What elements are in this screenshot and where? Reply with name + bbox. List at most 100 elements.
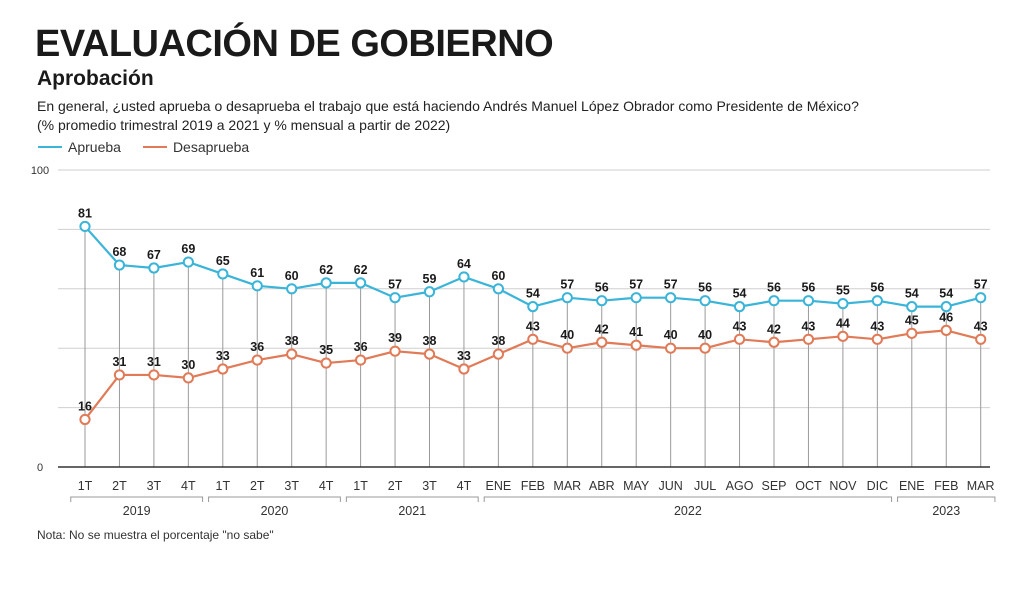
year-group-label: 2022 — [674, 504, 702, 518]
x-tick-label: 4T — [319, 479, 334, 493]
data-point-disapprove — [802, 333, 815, 345]
data-point-approve — [837, 298, 849, 310]
data-point-disapprove — [940, 324, 952, 336]
data-label-approve: 60 — [491, 269, 505, 283]
data-point-disapprove — [251, 354, 263, 366]
data-point-disapprove — [699, 342, 711, 354]
data-label-disapprove: 30 — [181, 358, 195, 372]
year-group-label: 2019 — [123, 504, 151, 518]
data-point-disapprove — [906, 327, 918, 339]
data-point-disapprove — [217, 363, 229, 375]
x-tick-label: 1T — [78, 479, 93, 493]
data-label-approve: 57 — [629, 278, 643, 292]
data-label-approve: 54 — [733, 287, 747, 301]
data-point-disapprove — [79, 413, 91, 426]
data-label-approve: 57 — [388, 278, 402, 292]
data-label-approve: 56 — [698, 281, 712, 295]
legend-item-approve: Aprueba — [38, 139, 121, 155]
data-label-disapprove: 42 — [767, 322, 781, 336]
data-point-disapprove — [355, 354, 367, 366]
x-tick-label: 4T — [457, 479, 472, 493]
data-point-approve — [355, 277, 367, 289]
data-label-approve: 61 — [250, 266, 264, 280]
x-tick-label: ENE — [486, 479, 512, 493]
x-tick-label: ABR — [589, 479, 615, 493]
data-label-approve: 59 — [423, 272, 437, 286]
data-label-approve: 56 — [870, 281, 884, 295]
data-point-approve — [768, 295, 780, 307]
data-label-disapprove: 36 — [250, 340, 264, 354]
data-label-disapprove: 38 — [423, 334, 437, 348]
data-label-disapprove: 40 — [560, 328, 574, 342]
year-group-bracket — [345, 496, 479, 502]
data-label-disapprove: 43 — [870, 319, 884, 333]
footnote: Nota: No se muestra el porcentaje "no sa… — [37, 528, 274, 542]
legend-label-approve: Aprueba — [68, 139, 121, 155]
data-point-approve — [389, 292, 401, 304]
data-point-approve — [79, 220, 91, 233]
data-point-approve — [286, 283, 298, 295]
data-point-approve — [699, 295, 711, 307]
data-point-approve — [596, 295, 608, 307]
data-point-approve — [458, 271, 470, 283]
x-tick-label: OCT — [795, 479, 822, 493]
data-point-approve — [975, 292, 987, 304]
data-label-disapprove: 45 — [905, 313, 919, 327]
data-label-approve: 62 — [319, 263, 333, 277]
data-label-approve: 68 — [112, 245, 126, 259]
data-label-approve: 67 — [147, 248, 161, 262]
legend-item-disapprove: Desaprueba — [142, 139, 250, 155]
year-group-bracket — [70, 496, 204, 502]
x-tick-label: DIC — [867, 479, 889, 493]
data-label-disapprove: 43 — [733, 319, 747, 333]
year-group-label: 2023 — [932, 504, 960, 518]
data-point-approve — [802, 295, 815, 307]
data-point-approve — [148, 262, 160, 274]
year-group-bracket — [897, 496, 996, 502]
x-tick-label: 1T — [216, 479, 231, 493]
data-label-disapprove: 36 — [354, 340, 368, 354]
x-tick-label: 3T — [284, 479, 299, 493]
x-tick-label: MAR — [967, 479, 995, 493]
data-label-disapprove: 43 — [801, 319, 815, 333]
chart-subtitle: Aprobación — [37, 67, 154, 90]
survey-question: En general, ¿usted aprueba o desaprueba … — [37, 97, 859, 135]
data-label-approve: 54 — [939, 287, 953, 301]
x-tick-label: 2T — [250, 479, 265, 493]
data-label-approve: 69 — [181, 242, 195, 256]
data-label-disapprove: 44 — [836, 316, 850, 330]
data-label-disapprove: 42 — [595, 322, 609, 336]
data-point-disapprove — [182, 372, 194, 384]
data-point-disapprove — [630, 339, 642, 351]
data-label-disapprove: 33 — [457, 349, 471, 363]
data-label-approve: 57 — [560, 278, 574, 292]
legend-label-disapprove: Desaprueba — [172, 139, 250, 155]
x-tick-label: 1T — [353, 479, 368, 493]
data-label-approve: 57 — [664, 278, 678, 292]
data-label-disapprove: 46 — [939, 310, 953, 324]
y-tick-label-0: 0 — [37, 462, 43, 474]
data-label-approve: 62 — [354, 263, 368, 277]
data-point-disapprove — [492, 348, 504, 360]
x-tick-label: AGO — [726, 479, 754, 493]
x-tick-label: 2T — [112, 479, 127, 493]
data-label-approve: 54 — [905, 287, 919, 301]
x-tick-label: 3T — [422, 479, 437, 493]
data-point-approve — [630, 292, 642, 304]
data-point-approve — [320, 277, 332, 289]
data-point-disapprove — [837, 330, 849, 342]
legend-swatch-approve — [38, 146, 62, 148]
data-point-approve — [871, 295, 883, 307]
data-point-disapprove — [733, 333, 746, 345]
data-label-disapprove: 38 — [491, 334, 505, 348]
x-tick-label: 2T — [388, 479, 403, 493]
data-label-approve: 56 — [801, 281, 815, 295]
data-label-approve: 56 — [595, 281, 609, 295]
x-tick-label: MAY — [623, 479, 650, 493]
data-point-disapprove — [596, 336, 608, 348]
chart-title: EVALUACIÓN DE GOBIERNO — [35, 23, 554, 65]
x-tick-label: FEB — [934, 479, 958, 493]
x-tick-label: 3T — [147, 479, 162, 493]
data-label-disapprove: 40 — [698, 328, 712, 342]
